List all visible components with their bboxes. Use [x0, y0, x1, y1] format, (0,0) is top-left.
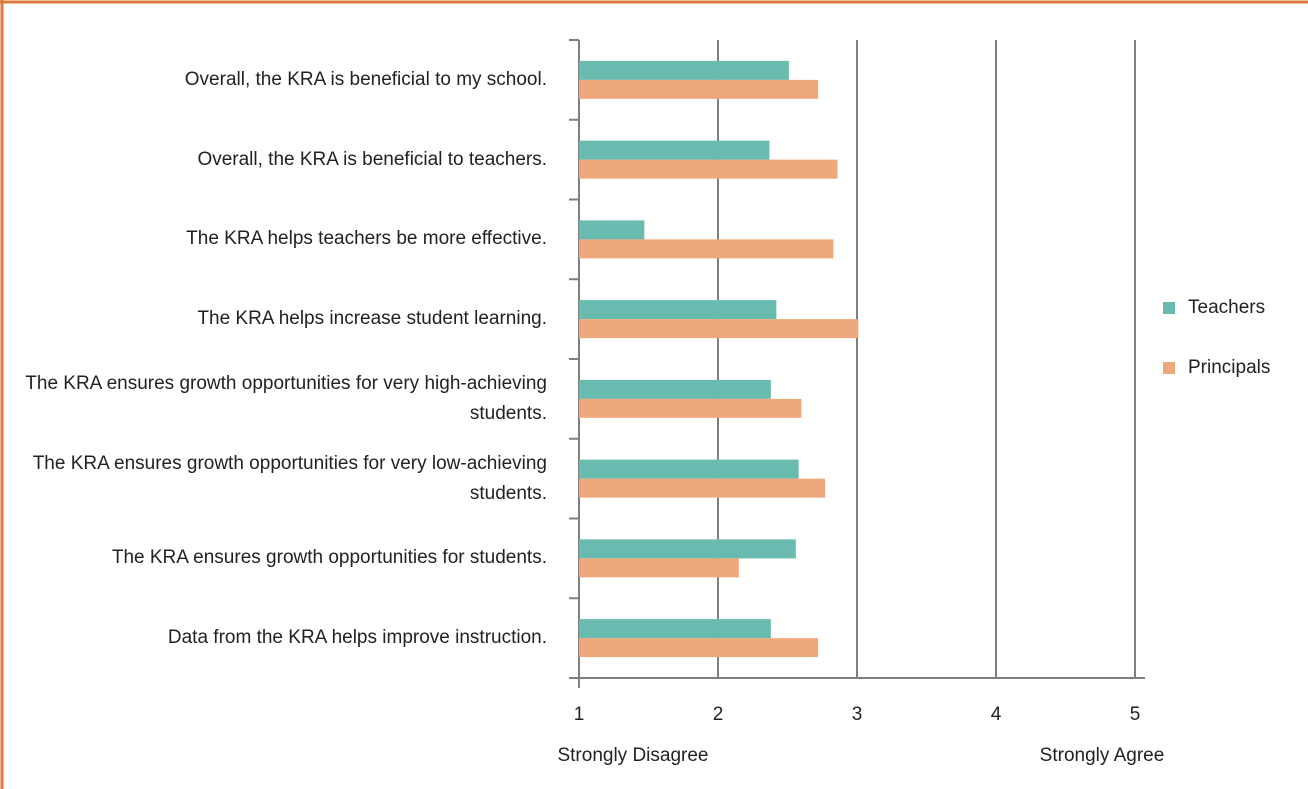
legend-label: Principals — [1188, 357, 1270, 378]
bar — [579, 398, 802, 418]
x-tick-label: 3 — [852, 704, 863, 725]
bar — [579, 379, 771, 399]
bar — [579, 239, 834, 259]
bar — [579, 79, 819, 99]
x-tick-label: 1 — [574, 704, 585, 725]
bar — [579, 60, 789, 80]
axis-annotation: Strongly Agree — [1040, 745, 1165, 766]
bar — [579, 159, 838, 179]
x-tick-label: 2 — [713, 704, 724, 725]
y-tick-label: The KRA helps teachers be more effective… — [186, 228, 547, 250]
bar — [579, 459, 799, 479]
x-tick-label: 5 — [1130, 704, 1141, 725]
bar — [579, 300, 777, 320]
x-tick-label: 4 — [991, 704, 1002, 725]
y-tick-label: The KRA ensures growth opportunities for… — [25, 372, 547, 424]
y-tick-label: The KRA helps increase student learning. — [197, 308, 547, 330]
bar — [579, 478, 826, 498]
y-tick-label: The KRA ensures growth opportunities for… — [111, 547, 547, 569]
y-tick-label: Overall, the KRA is beneficial to my sch… — [184, 68, 547, 90]
y-tick-label: Overall, the KRA is beneficial to teache… — [197, 148, 547, 170]
axis-annotation: Strongly Disagree — [557, 745, 708, 766]
legend-swatch — [1163, 362, 1175, 374]
y-tick-label: The KRA ensures growth opportunities for… — [32, 452, 547, 504]
bar — [579, 558, 739, 578]
legend-label: Teachers — [1188, 297, 1265, 318]
bar — [579, 619, 771, 639]
y-tick-label: Data from the KRA helps improve instruct… — [167, 627, 547, 649]
bar — [579, 539, 796, 559]
bar — [579, 319, 859, 339]
bar — [579, 220, 645, 240]
bar — [579, 638, 819, 658]
bar — [579, 140, 770, 160]
legend-swatch — [1163, 302, 1175, 314]
